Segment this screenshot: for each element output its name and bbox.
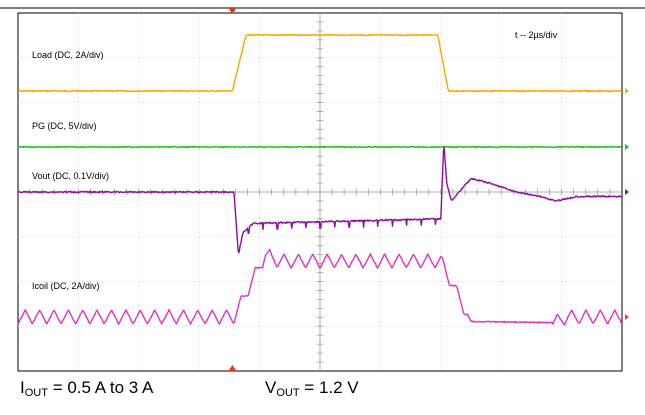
vout-main: V [265, 378, 277, 397]
trigger-top-icon [228, 8, 237, 14]
trace-label: Vout (DC, 0.1V/div) [32, 171, 109, 181]
channel-marker-icon [625, 144, 629, 150]
trace-label: Load (DC, 2A/div) [32, 50, 104, 60]
channel-marker-icon [625, 314, 629, 320]
vout-tail: = 1.2 V [299, 378, 359, 397]
vout-sub: OUT [276, 387, 300, 399]
traces [17, 33, 623, 326]
iout-caption: IOUT = 0.5 A to 3 A [20, 378, 153, 399]
iout-main: I [20, 378, 25, 397]
trace-label: Icoil (DC, 2A/div) [32, 281, 100, 291]
trace-0 [17, 33, 623, 93]
channel-marker-icon [625, 189, 629, 195]
trigger-bottom-icon [228, 365, 237, 371]
trace-2 [17, 146, 623, 254]
channel-marker-icon [625, 88, 629, 94]
trace-labels: Load (DC, 2A/div) PG (DC, 5V/div) Vout (DC… [32, 50, 109, 291]
channel-markers [228, 8, 629, 371]
trace-3 [17, 248, 623, 326]
iout-tail: = 0.5 A to 3 A [47, 378, 154, 397]
trace-label: PG (DC, 5V/div) [32, 121, 97, 131]
trace-1 [17, 145, 623, 149]
vout-caption: VOUT = 1.2 V [265, 378, 359, 399]
iout-sub: OUT [24, 387, 48, 399]
timebase-label: t -- 2µs/div [515, 30, 558, 40]
